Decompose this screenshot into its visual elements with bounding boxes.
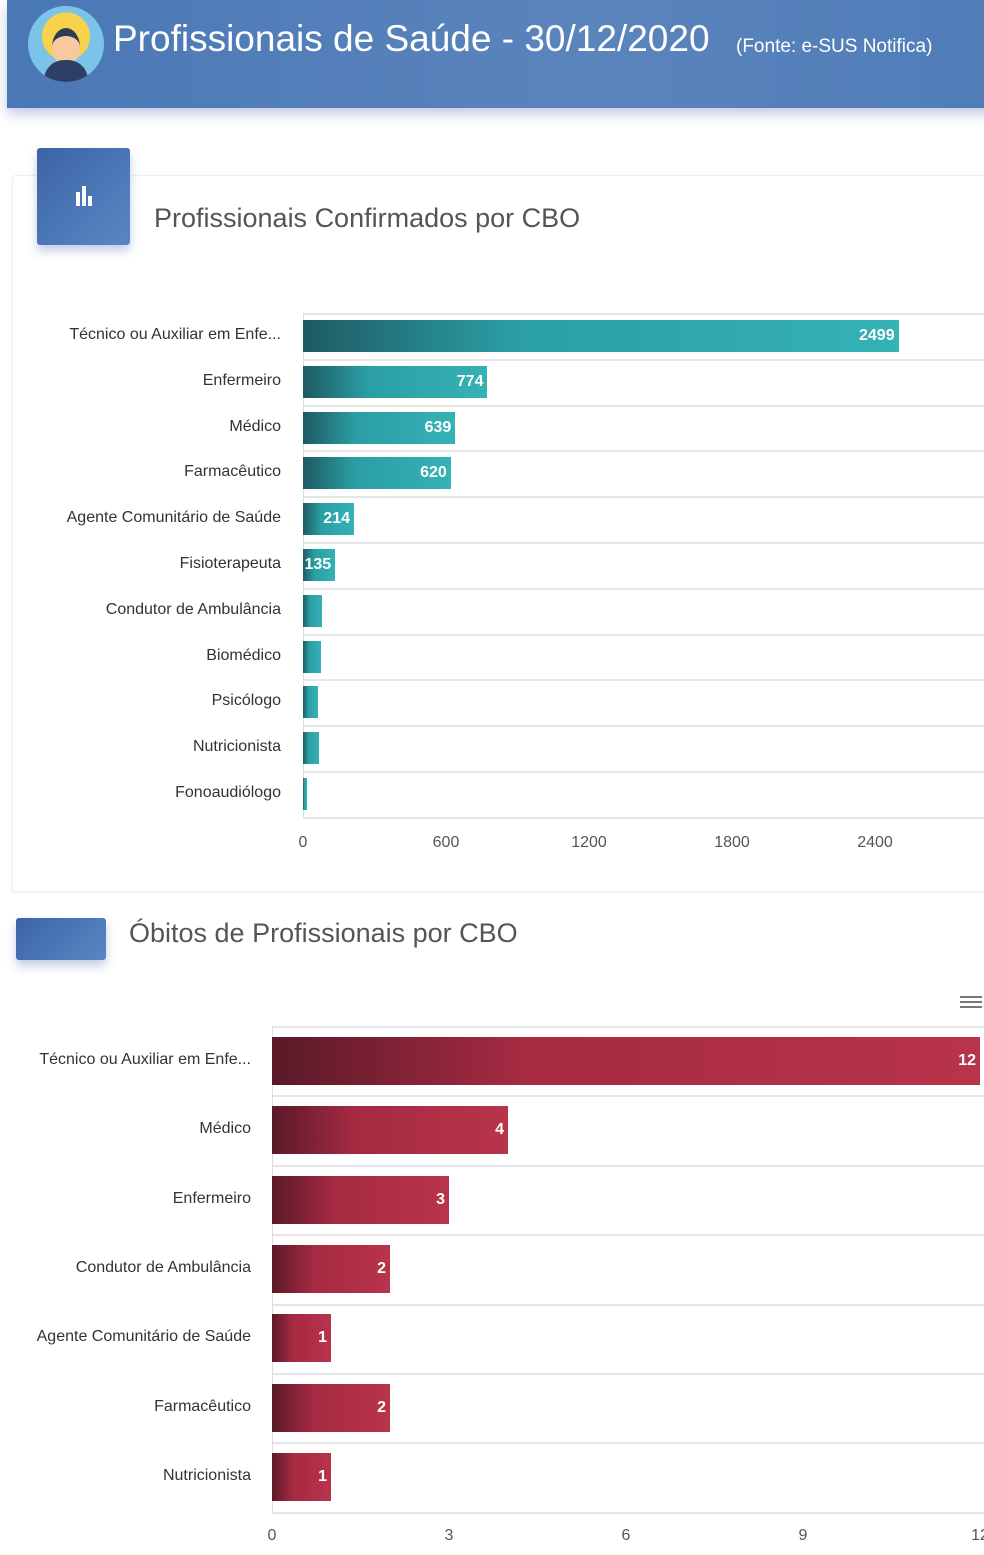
gridline [272,1164,984,1167]
data-label: 4 [495,1121,504,1139]
x-tick-label: 1800 [714,834,750,851]
category-label: Nutricionista [162,1467,251,1485]
bar [303,503,354,536]
category-label: Nutricionista [192,738,281,756]
category-label: Psicólogo [211,692,281,710]
gridline [303,404,984,407]
gridline [303,358,984,361]
chart-card-confirmed [12,175,984,892]
category-label: Condutor de Ambulância [105,600,281,618]
chart-title-deaths: Óbitos de Profissionais por CBO [129,918,518,948]
category-label: Agente Comunitário de Saúde [36,1328,251,1346]
gridline [303,771,984,773]
category-label: Médico [199,1120,251,1138]
category-label: Fonoaudiólogo [175,783,281,801]
category-label: Agente Comunitário de Saúde [66,509,281,527]
bar [272,1106,508,1155]
gridline [272,1442,984,1445]
data-label: 620 [420,464,447,482]
data-label: 2 [377,1259,386,1277]
category-label: Médico [229,417,281,435]
gridline [303,633,984,636]
x-tick-label: 2400 [857,834,893,851]
category-label: Técnico ou Auxiliar em Enfe... [69,325,281,343]
bar-chart-icon [37,148,130,245]
x-tick-label: 1200 [571,834,607,851]
x-tick-label: 600 [432,834,460,851]
bar [303,777,308,810]
gridline [303,313,984,315]
bar [272,1314,331,1363]
gridline [272,1234,984,1237]
bar [272,1036,980,1085]
gridline [303,587,984,590]
data-label: 135 [304,555,332,573]
bar [303,548,336,581]
gridline [272,1373,984,1375]
x-tick-label: 0 [267,1527,277,1544]
bar [303,365,488,398]
gridline [272,1303,984,1306]
page-header [7,0,984,108]
gridline [303,816,984,819]
bar [303,457,451,490]
data-label: 2499 [859,326,895,344]
gridline [272,1511,984,1514]
data-label: 3 [436,1190,445,1208]
category-label: Enfermeiro [172,1189,251,1207]
health-professionals-avatar-icon [28,6,104,82]
bar [272,1453,331,1502]
x-tick-label: 3 [444,1527,454,1544]
data-source: (Fonte: e-SUS Notifica) [736,36,933,57]
bar [272,1244,390,1293]
data-label: 12 [958,1051,976,1069]
chart-title-confirmed: Profissionais Confirmados por CBO [154,203,581,233]
gridline [303,679,984,682]
x-tick-label: 9 [798,1527,808,1544]
data-label: 214 [323,510,350,528]
data-label: 1 [318,1329,327,1347]
bar [303,319,899,352]
data-label: 639 [424,418,452,436]
bar [303,411,456,444]
gridline [303,496,984,499]
bar [303,594,323,627]
bar [272,1383,390,1432]
category-label: Farmacêutico [184,463,281,481]
data-label: 2 [377,1398,386,1416]
bar [303,732,319,765]
data-label: 1 [318,1468,327,1486]
chart-icon [16,918,106,960]
gridline [303,542,984,544]
bar [272,1175,449,1224]
bar [303,640,321,673]
gridline [272,1095,984,1098]
data-label: 774 [456,372,484,390]
category-label: Farmacêutico [154,1397,251,1415]
x-tick-label: 12 [971,1527,984,1544]
category-label: Fisioterapeuta [179,554,281,572]
x-tick-label: 0 [298,834,308,851]
x-tick-label: 6 [621,1527,631,1544]
bar [303,686,318,719]
category-label: Técnico ou Auxiliar em Enfe... [39,1050,251,1068]
category-label: Enfermeiro [202,371,281,389]
category-label: Biomédico [206,646,281,664]
category-label: Condutor de Ambulância [75,1258,251,1276]
gridline [303,450,984,453]
gridline [303,725,984,728]
gridline [272,1026,984,1028]
page-title: Profissionais de Saúde - 30/12/2020 [113,18,710,59]
chart-menu-icon[interactable] [960,993,982,1011]
